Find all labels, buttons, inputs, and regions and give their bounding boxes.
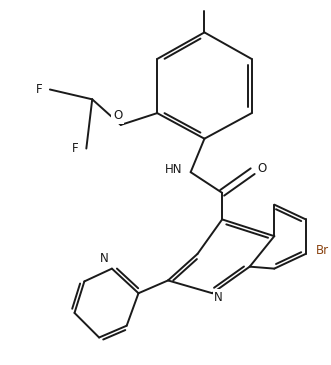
Text: Br: Br (316, 245, 329, 257)
Text: F: F (35, 83, 42, 96)
Text: O: O (113, 109, 122, 122)
Text: F: F (72, 142, 78, 155)
Text: N: N (100, 252, 109, 265)
Text: N: N (214, 291, 223, 304)
Text: HN: HN (165, 163, 183, 176)
Text: O: O (258, 162, 267, 175)
